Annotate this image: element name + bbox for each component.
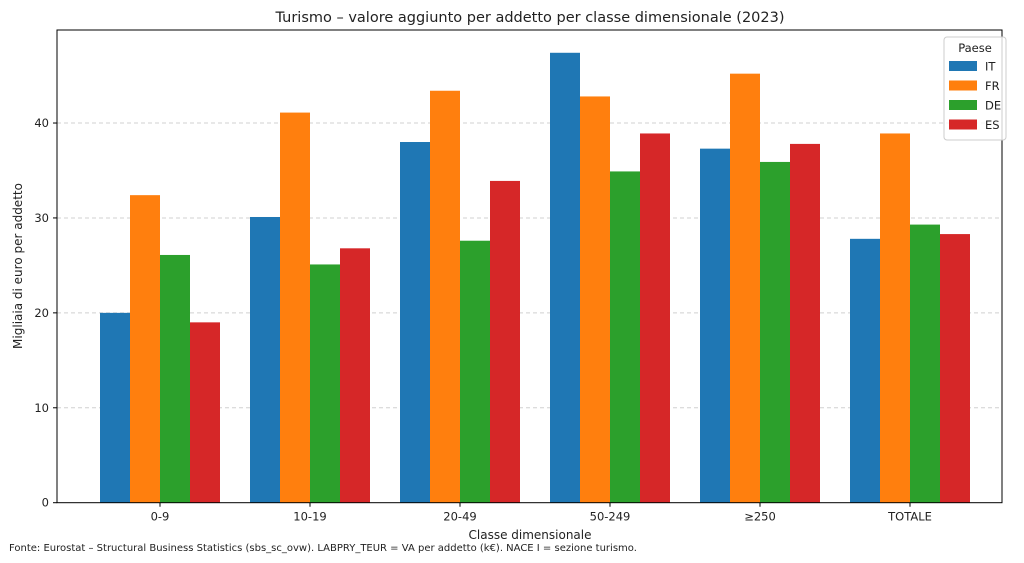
y-tick-label: 40 (34, 116, 49, 130)
bar-it-3 (550, 52, 580, 503)
legend-label: ES (985, 118, 1000, 132)
bar-fr-0 (130, 195, 160, 503)
x-tick-label: TOTALE (887, 510, 932, 524)
x-tick-label: 0-9 (151, 510, 170, 524)
bar-de-5 (910, 224, 940, 503)
x-tick-label: 10-19 (293, 510, 326, 524)
legend: Paese IT FR DE ES (943, 36, 1007, 141)
bar-it-5 (850, 238, 880, 503)
legend-swatch-de (949, 100, 977, 110)
bar-es-3 (640, 133, 670, 503)
chart-title: Turismo – valore aggiunto per addetto pe… (274, 10, 784, 26)
x-tick-label: 20-49 (443, 510, 476, 524)
legend-label: IT (985, 60, 996, 74)
legend-swatch-it (949, 61, 977, 71)
y-axis-label: Migliaia di euro per addetto (11, 183, 25, 349)
bar-es-5 (940, 234, 970, 503)
bar-de-4 (760, 161, 790, 503)
bar-it-4 (700, 148, 730, 503)
x-axis-label: Classe dimensionale (469, 528, 592, 542)
legend-title: Paese (958, 41, 992, 55)
y-tick-label: 20 (34, 306, 49, 320)
bar-es-1 (340, 248, 370, 503)
plot-frame (56, 29, 1003, 504)
legend-label: FR (985, 79, 1000, 93)
bar-fr-3 (580, 96, 610, 503)
bar-fr-4 (730, 73, 760, 503)
y-tick-label: 10 (34, 401, 49, 415)
x-tick-label: 50-249 (590, 510, 631, 524)
bar-fr-2 (430, 90, 460, 503)
bar-es-0 (190, 322, 220, 503)
bar-de-1 (310, 264, 340, 503)
bar-es-4 (790, 143, 820, 503)
legend-swatch-es (949, 119, 977, 130)
bar-es-2 (490, 180, 520, 503)
bar-de-3 (610, 171, 640, 503)
legend-label: DE (985, 99, 1001, 113)
y-tick-label: 30 (34, 211, 49, 225)
footnote: Fonte: Eurostat – Structural Business St… (9, 543, 637, 554)
bar-de-2 (460, 240, 490, 503)
legend-swatch-fr (949, 80, 977, 91)
x-tick-label: ≥250 (744, 510, 776, 524)
bar-fr-5 (880, 133, 910, 503)
bar-it-1 (250, 216, 280, 503)
y-tick-label: 0 (42, 496, 49, 510)
bar-fr-1 (280, 112, 310, 503)
bar-it-2 (400, 142, 430, 503)
bar-it-0 (100, 312, 130, 503)
bar-de-0 (160, 254, 190, 503)
